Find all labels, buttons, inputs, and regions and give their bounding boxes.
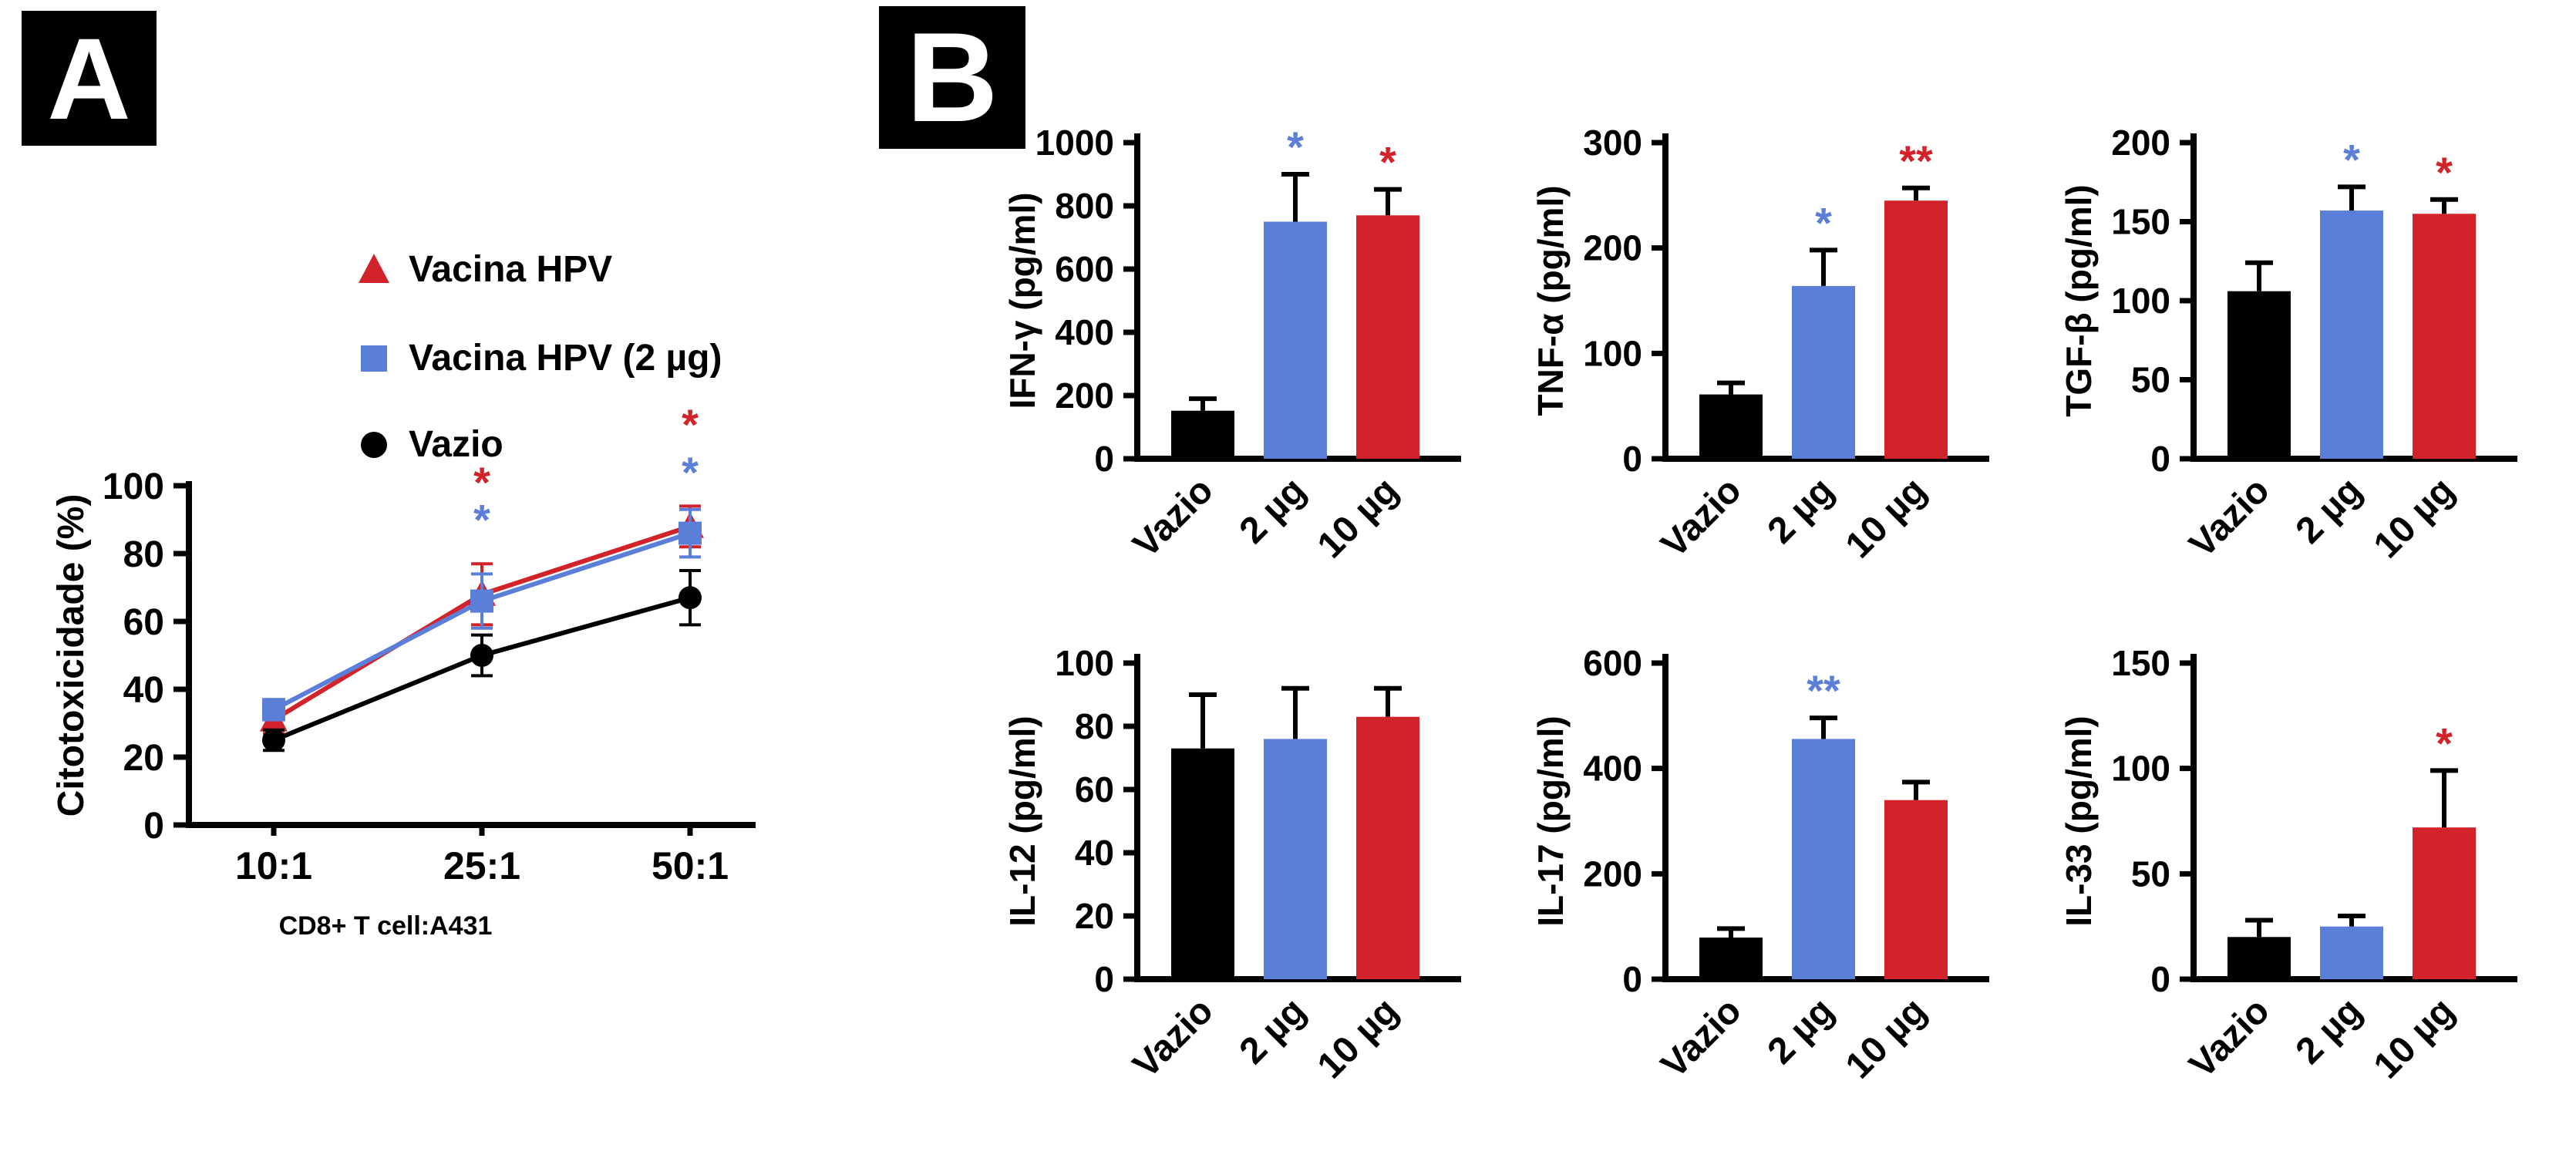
tnf-alpha-svg: 0 100 200 300 TNF-α (pg/ml) Vazio * 2 µg ** 10 µg (1530, 123, 1989, 566)
svg-text:100: 100 (1055, 643, 1114, 683)
svg-text:Vazio: Vazio (409, 424, 503, 465)
svg-text:50:1: 50:1 (652, 844, 729, 887)
tnf-alpha-bar-chart: 0 100 200 300 TNF-α (pg/ml) Vazio * 2 µg ** 10 µg (1523, 116, 2016, 609)
svg-text:10 µg: 10 µg (2366, 990, 2463, 1086)
svg-text:Vazio: Vazio (2182, 990, 2278, 1086)
svg-text:1000: 1000 (1035, 123, 1114, 163)
svg-text:800: 800 (1055, 186, 1114, 226)
tgf-beta-svg: 0 50 100 150 200 TGF-β (pg/ml) Vazio * 2 µg * 10 µ… (2059, 123, 2517, 566)
svg-text:10 µg: 10 µg (2366, 470, 2463, 566)
svg-text:600: 600 (1055, 249, 1114, 289)
svg-text:20: 20 (123, 738, 164, 779)
svg-text:2 µg: 2 µg (2288, 990, 2370, 1072)
svg-text:100: 100 (2111, 749, 2170, 789)
svg-text:TGF-β (pg/ml): TGF-β (pg/ml) (2059, 184, 2099, 416)
svg-text:IL-17 (pg/ml): IL-17 (pg/ml) (1530, 715, 1571, 926)
cytotoxicity-line-chart: Vacina HPV Vacina HPV (2 µg) Vazio 0 20 40 60 8… (23, 208, 810, 1118)
ifn-gamma-bar-chart: 0 200 400 600 800 1000 IFN-γ (pg/ml) Vazio * 2 µg… (995, 116, 1488, 609)
svg-text:*: * (1287, 123, 1304, 171)
svg-text:Vazio: Vazio (1126, 990, 1221, 1086)
svg-text:300: 300 (1583, 123, 1642, 163)
svg-text:400: 400 (1583, 749, 1642, 789)
svg-text:0: 0 (1094, 959, 1114, 999)
svg-text:100: 100 (103, 466, 164, 507)
svg-text:0: 0 (143, 806, 164, 847)
svg-text:200: 200 (2111, 123, 2170, 163)
svg-text:80: 80 (123, 534, 164, 575)
svg-text:100: 100 (2111, 281, 2170, 321)
il-12-bar-chart: 0 20 40 60 80 100 IL-12 (pg/ml) Vazio 2 µg 10 µg (995, 636, 1488, 1130)
svg-text:60: 60 (1075, 769, 1114, 810)
svg-text:40: 40 (123, 670, 164, 711)
svg-text:*: * (2343, 135, 2360, 184)
svg-text:TNF-α (pg/ml): TNF-α (pg/ml) (1530, 185, 1571, 416)
tgf-beta-bar-chart: 0 50 100 150 200 TGF-β (pg/ml) Vazio * 2 µg * 10 µ… (2051, 116, 2544, 609)
svg-text:150: 150 (2111, 202, 2170, 242)
svg-text:*: * (2436, 148, 2453, 197)
cytotoxicity-svg: Vacina HPV Vacina HPV (2 µg) Vazio 0 20 40 60 8… (51, 249, 756, 941)
panel-b-label: B (879, 6, 1025, 149)
svg-text:10 µg: 10 µg (1310, 470, 1406, 566)
svg-text:200: 200 (1583, 854, 1642, 894)
svg-text:100: 100 (1583, 333, 1642, 373)
svg-text:Vacina HPV: Vacina HPV (409, 249, 612, 290)
il-17-bar-chart: 0 200 400 600 IL-17 (pg/ml) Vazio ** 2 µg 10 µg (1523, 636, 2016, 1130)
svg-text:400: 400 (1055, 312, 1114, 352)
svg-text:60: 60 (123, 602, 164, 643)
svg-text:50: 50 (2131, 360, 2170, 400)
ifn-gamma-svg: 0 200 400 600 800 1000 IFN-γ (pg/ml) Vazio * 2 µg… (1002, 123, 1461, 566)
panel-b-chart-grid: 0 200 400 600 800 1000 IFN-γ (pg/ml) Vazio * 2 µg… (995, 116, 2544, 1130)
svg-text:CD8+ T cell:A431: CD8+ T cell:A431 (279, 911, 493, 941)
svg-text:2 µg: 2 µg (1232, 470, 1314, 551)
svg-text:0: 0 (2150, 439, 2170, 479)
svg-text:10 µg: 10 µg (1310, 990, 1406, 1086)
svg-text:*: * (2436, 719, 2453, 767)
svg-text:200: 200 (1055, 375, 1114, 416)
svg-text:150: 150 (2111, 643, 2170, 683)
svg-text:*: * (682, 400, 699, 449)
svg-text:*: * (682, 448, 699, 497)
svg-text:IL-12 (pg/ml): IL-12 (pg/ml) (1002, 715, 1042, 926)
svg-text:200: 200 (1583, 228, 1642, 268)
svg-text:0: 0 (1622, 959, 1642, 999)
svg-text:**: ** (1899, 136, 1933, 185)
svg-text:Vazio: Vazio (2182, 470, 2278, 565)
svg-text:Vazio: Vazio (1126, 470, 1221, 565)
svg-text:*: * (473, 495, 490, 544)
svg-text:0: 0 (1622, 439, 1642, 479)
svg-text:Vazio: Vazio (1654, 990, 1749, 1086)
svg-text:2 µg: 2 µg (1232, 990, 1314, 1072)
il-33-svg: 0 50 100 150 IL-33 (pg/ml) Vazio 2 µg * 10 µg (2059, 643, 2517, 1086)
svg-text:*: * (473, 458, 490, 507)
svg-text:Citotoxicidade (%): Citotoxicidade (%) (51, 494, 92, 817)
svg-text:0: 0 (1094, 439, 1114, 479)
svg-text:25:1: 25:1 (443, 844, 520, 887)
svg-text:*: * (1379, 138, 1396, 187)
svg-text:IL-33 (pg/ml): IL-33 (pg/ml) (2059, 715, 2099, 926)
svg-text:**: ** (1807, 666, 1840, 715)
svg-text:600: 600 (1583, 643, 1642, 683)
svg-text:2 µg: 2 µg (2288, 470, 2370, 551)
svg-text:50: 50 (2131, 854, 2170, 894)
svg-text:0: 0 (2150, 959, 2170, 999)
svg-text:10 µg: 10 µg (1838, 990, 1935, 1086)
svg-text:10:1: 10:1 (235, 844, 312, 887)
svg-text:20: 20 (1075, 896, 1114, 936)
il-33-bar-chart: 0 50 100 150 IL-33 (pg/ml) Vazio 2 µg * 10 µg (2051, 636, 2544, 1130)
svg-text:2 µg: 2 µg (1760, 470, 1842, 551)
svg-text:IFN-γ (pg/ml): IFN-γ (pg/ml) (1002, 192, 1042, 409)
svg-text:2 µg: 2 µg (1760, 990, 1842, 1072)
svg-text:Vazio: Vazio (1654, 470, 1749, 565)
svg-text:Vacina HPV (2 µg): Vacina HPV (2 µg) (409, 338, 722, 379)
svg-text:40: 40 (1075, 833, 1114, 873)
svg-text:10 µg: 10 µg (1838, 470, 1935, 566)
svg-text:*: * (1815, 198, 1832, 247)
panel-a-label: A (22, 11, 157, 146)
svg-text:80: 80 (1075, 706, 1114, 746)
